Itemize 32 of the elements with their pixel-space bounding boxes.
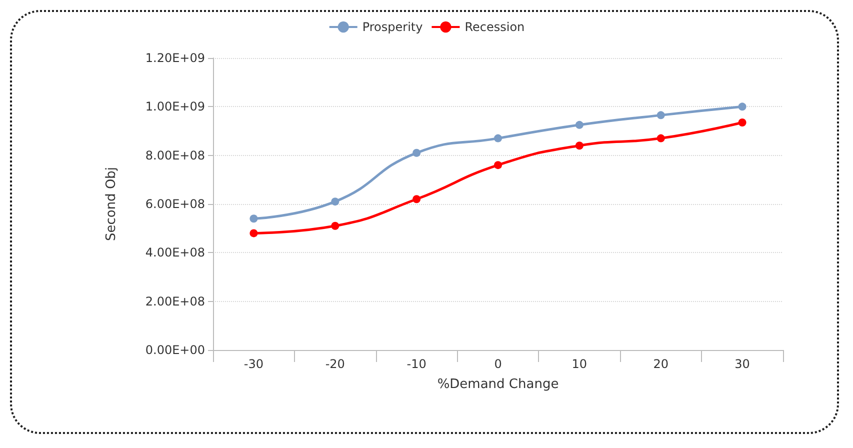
y-tick-label: 6.00E+08 [145,197,205,211]
point [412,195,421,204]
x-tick-label: 0 [494,357,502,371]
y-tick-label: 2.00E+08 [145,294,205,308]
point [738,118,746,126]
y-tick-label: 8.00E+08 [145,148,205,162]
y-axis-title: Second Obj [104,166,119,242]
point [738,102,746,111]
y-tick-label: 0.00E+00 [145,343,205,357]
point [250,229,258,238]
y-tick-label: 1.00E+09 [145,100,205,114]
point [494,134,502,142]
legend-label: Prosperity [362,20,423,34]
y-tick-label: 1.20E+09 [145,51,205,65]
point [412,148,421,157]
y-tick-label: 4.00E+08 [145,246,205,260]
point [656,111,665,120]
point [331,222,340,230]
point [494,161,502,170]
x-tick-label: -20 [325,357,345,371]
x-tick-label: 20 [653,357,668,371]
point [656,134,665,142]
x-tick-label: 10 [572,357,588,371]
x-axis-title: %Demand Change [437,377,559,392]
x-tick-label: 30 [734,357,750,371]
point [575,142,584,150]
legend-label: Recession [464,20,525,34]
x-tick-label: -10 [406,357,426,371]
point [250,214,258,223]
point [575,120,584,129]
x-tick-label: -30 [244,357,264,371]
point [331,198,340,206]
